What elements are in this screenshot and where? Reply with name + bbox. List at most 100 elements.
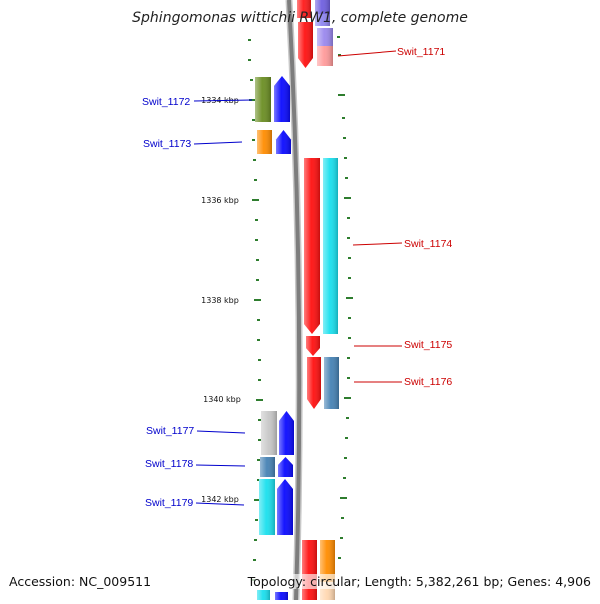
gene-top-purple-box-2 [315, 14, 330, 26]
scale-tick [337, 36, 340, 38]
gene-swit-1174-arrow-shade [304, 158, 320, 334]
gene-swit-1171-arrow-shade [298, 22, 313, 68]
gene-swit-1173-arrow [276, 130, 291, 154]
scale-tick [255, 519, 258, 521]
scale-label-1338: 1338 kbp [201, 296, 239, 305]
gene-swit-1179-box [259, 479, 275, 535]
scale-tick [340, 497, 347, 499]
scale-tick [249, 99, 256, 101]
scale-tick [256, 279, 259, 281]
scale-tick [347, 357, 350, 359]
leader-swit-1173 [193, 141, 243, 145]
gene-swit-1177-box [261, 411, 277, 455]
gene-top-purple-box-2-shade [315, 14, 330, 26]
gene-label-swit-1171: Swit_1171 [397, 46, 445, 58]
scale-tick [343, 477, 346, 479]
scale-tick [348, 257, 351, 259]
scale-tick [254, 179, 257, 181]
gene-top-purple-box-shade [315, 0, 330, 14]
gene-swit-1176-arrow [307, 357, 321, 409]
scale-tick [254, 499, 261, 501]
gene-swit-1178-box-shade [260, 457, 275, 477]
scale-tick [253, 559, 256, 561]
topology-text: Topology: circular; Length: 5,382,261 bp… [247, 574, 591, 589]
scale-tick [257, 459, 260, 461]
scale-tick [338, 54, 341, 56]
gene-swit-1174-arrow [304, 158, 320, 334]
gene-label-swit-1178: Swit_1178 [145, 458, 193, 470]
gene-swit-1177-box-shade [261, 411, 277, 455]
backbone-line [287, 0, 302, 601]
gene-swit-1178-arrow-shade [278, 457, 293, 477]
gene-bottom-red-box [302, 540, 317, 600]
scale-tick [347, 237, 350, 239]
gene-swit-1179-arrow-shade [277, 479, 293, 535]
gene-swit-1172-arrow [274, 76, 290, 122]
scale-tick [340, 537, 343, 539]
gene-swit-1171-arrow [298, 22, 313, 68]
leader-swit-1171 [337, 50, 397, 57]
gene-swit-1176-box [324, 357, 339, 409]
backbone [285, 0, 303, 601]
gene-bottom-orange-box [320, 540, 335, 582]
gene-swit-1172-arrow-shade [274, 76, 290, 122]
scale-tick [258, 379, 261, 381]
scale-tick [344, 197, 351, 199]
scale-label-1342: 1342 kbp [201, 495, 239, 504]
gene-bottom-blue-box-shade [275, 592, 288, 600]
scale-tick [254, 539, 257, 541]
scale-tick [345, 437, 348, 439]
scale-tick [255, 219, 258, 221]
scale-tick [346, 417, 349, 419]
gene-swit-1173-box [257, 130, 272, 154]
scale-tick [345, 177, 348, 179]
scale-tick [338, 557, 341, 559]
gene-bottom-orange-box-shade [320, 540, 335, 582]
scale-tick [343, 137, 346, 139]
gene-bottom-cyan-box-shade [257, 590, 270, 600]
scale-tick [253, 159, 256, 161]
gene-swit-1176-arrow-shade [307, 357, 321, 409]
gene-swit-1174-box-shade [323, 158, 338, 334]
feature-track [255, 0, 339, 600]
scale-tick [344, 457, 347, 459]
gene-bottom-red-box-shade [302, 540, 317, 600]
scale-tick [344, 157, 347, 159]
scale-label-1340: 1340 kbp [203, 395, 241, 404]
scale-tick [347, 217, 350, 219]
scale-tick [258, 359, 261, 361]
accession-text: Accession: NC_009511 [9, 574, 152, 589]
leader-swit-1178 [195, 464, 246, 467]
scale-tick [256, 399, 263, 401]
gene-swit-1173-arrow-shade [276, 130, 291, 154]
scale-tick [348, 277, 351, 279]
scale-tick [344, 397, 351, 399]
scale-tick [257, 319, 260, 321]
leader-swit-1179 [195, 502, 245, 506]
gene-label-swit-1177: Swit_1177 [146, 425, 194, 437]
gene-bottom-cyan-box [257, 590, 270, 600]
scale-tick [254, 299, 261, 301]
scale-tick [257, 479, 260, 481]
gene-swit-1177-arrow-shade [279, 411, 294, 455]
gene-swit-1173-box-shade [257, 130, 272, 154]
gene-bottom-blue-box [275, 592, 288, 600]
gene-swit-1179-box-shade [259, 479, 275, 535]
gene-labels: Swit_1171 Swit_1172 Swit_1173 Swit_1174 Swit… [142, 46, 452, 509]
gene-label-swit-1174: Swit_1174 [404, 238, 452, 250]
gene-top-purple-box [315, 0, 330, 14]
scale-tick [252, 139, 255, 141]
gene-swit-1179-arrow [277, 479, 293, 535]
gene-label-swit-1173: Swit_1173 [143, 138, 191, 150]
scale-tick [346, 297, 353, 299]
scale-tick [252, 199, 259, 201]
gene-swit-1175-arrow [306, 336, 320, 356]
leader-swit-1174 [352, 242, 403, 246]
gene-swit-1177-arrow [279, 411, 294, 455]
gene-label-swit-1172: Swit_1172 [142, 96, 190, 108]
gene-top-red-box-shade [297, 0, 311, 18]
scale-tick [257, 339, 260, 341]
scale-tick [338, 94, 345, 96]
